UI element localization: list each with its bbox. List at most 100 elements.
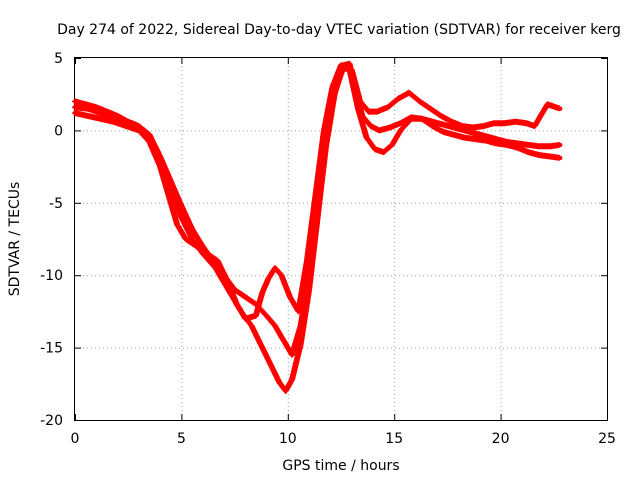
data-point	[306, 273, 312, 278]
data-point	[168, 178, 173, 184]
data-point	[298, 342, 303, 347]
data-point	[123, 123, 129, 129]
data-point	[194, 244, 199, 249]
data-point	[313, 193, 318, 198]
data-point	[481, 123, 486, 129]
data-point	[536, 152, 542, 158]
data-point	[136, 128, 141, 133]
y-tick-label: -10	[40, 268, 63, 284]
data-point	[536, 144, 542, 149]
data-point	[264, 313, 269, 318]
data-point	[147, 132, 152, 137]
data-point	[381, 149, 386, 155]
data-point	[523, 121, 529, 126]
data-point	[364, 135, 369, 140]
data-point	[174, 222, 180, 227]
data-point	[189, 226, 195, 232]
data-point	[279, 273, 284, 278]
data-point	[260, 290, 265, 295]
data-point	[515, 145, 520, 150]
data-point	[166, 193, 171, 198]
data-point	[281, 338, 286, 343]
data-point	[409, 116, 414, 122]
x-axis-label: GPS time / hours	[282, 458, 399, 474]
data-point	[298, 323, 303, 329]
data-point	[260, 345, 265, 350]
data-point	[558, 155, 563, 161]
data-point	[368, 123, 373, 129]
data-point	[243, 316, 248, 321]
data-point	[204, 251, 210, 256]
data-point	[157, 164, 163, 169]
data-point	[347, 61, 352, 66]
data-point	[330, 84, 335, 90]
data-point	[513, 119, 518, 124]
data-point	[470, 125, 476, 130]
data-point	[272, 265, 278, 271]
data-point	[440, 122, 446, 127]
x-tick-label: 25	[598, 431, 616, 447]
data-point	[72, 99, 78, 104]
data-point	[226, 280, 231, 285]
data-point	[558, 106, 563, 111]
data-point	[296, 309, 301, 314]
data-point	[428, 106, 433, 111]
data-point	[483, 134, 488, 139]
x-tick-label: 10	[279, 431, 297, 447]
y-tick-label: -15	[40, 341, 63, 357]
data-point	[462, 135, 467, 140]
data-point	[483, 138, 488, 143]
data-point	[347, 67, 352, 72]
data-point	[289, 352, 295, 357]
data-point	[387, 125, 393, 130]
x-tick-label: 0	[71, 431, 80, 447]
data-point	[321, 128, 327, 133]
data-point	[215, 258, 220, 263]
data-point	[385, 105, 390, 110]
data-point	[126, 119, 131, 124]
data-point	[179, 215, 184, 220]
data-point	[243, 294, 248, 300]
data-point	[419, 116, 425, 122]
y-tick-label: -5	[49, 196, 63, 212]
data-point	[526, 142, 531, 148]
data-point	[104, 109, 110, 114]
data-point	[253, 313, 259, 318]
x-tick-label: 15	[385, 431, 403, 447]
data-point	[266, 275, 271, 281]
data-point	[472, 136, 478, 142]
y-tick-label: 0	[54, 123, 63, 139]
data-point	[398, 121, 403, 126]
data-point	[85, 113, 91, 119]
data-point	[417, 99, 422, 104]
y-axis-label: SDTVAR / TECUs	[7, 182, 23, 297]
data-point	[449, 119, 454, 124]
data-point	[430, 123, 435, 129]
chart-title: Day 274 of 2022, Sidereal Day-to-day VTE…	[57, 22, 621, 38]
data-point	[377, 128, 382, 133]
data-point	[504, 142, 510, 148]
data-point	[304, 258, 310, 263]
series-markers	[72, 62, 562, 322]
plot-frame	[74, 57, 608, 421]
grid	[75, 58, 607, 420]
data-point	[183, 236, 188, 242]
data-point	[98, 116, 103, 122]
data-point	[268, 362, 273, 368]
data-point	[375, 109, 380, 114]
series-track-b	[72, 65, 563, 358]
x-tick-label: 20	[492, 431, 510, 447]
data-point	[234, 302, 239, 307]
y-tick-label: -20	[40, 413, 63, 429]
tick-labels: 0 5 10 15 20 25 5 0 -5 -10 -15 -20	[40, 51, 616, 447]
y-tick-label: 5	[54, 51, 63, 67]
data-point	[492, 121, 497, 126]
data-point	[460, 123, 465, 129]
data-point	[289, 377, 295, 382]
data-point	[115, 113, 120, 119]
data-point	[558, 142, 563, 148]
data-point	[406, 90, 412, 96]
data-point	[283, 388, 288, 394]
data-point	[451, 125, 456, 130]
